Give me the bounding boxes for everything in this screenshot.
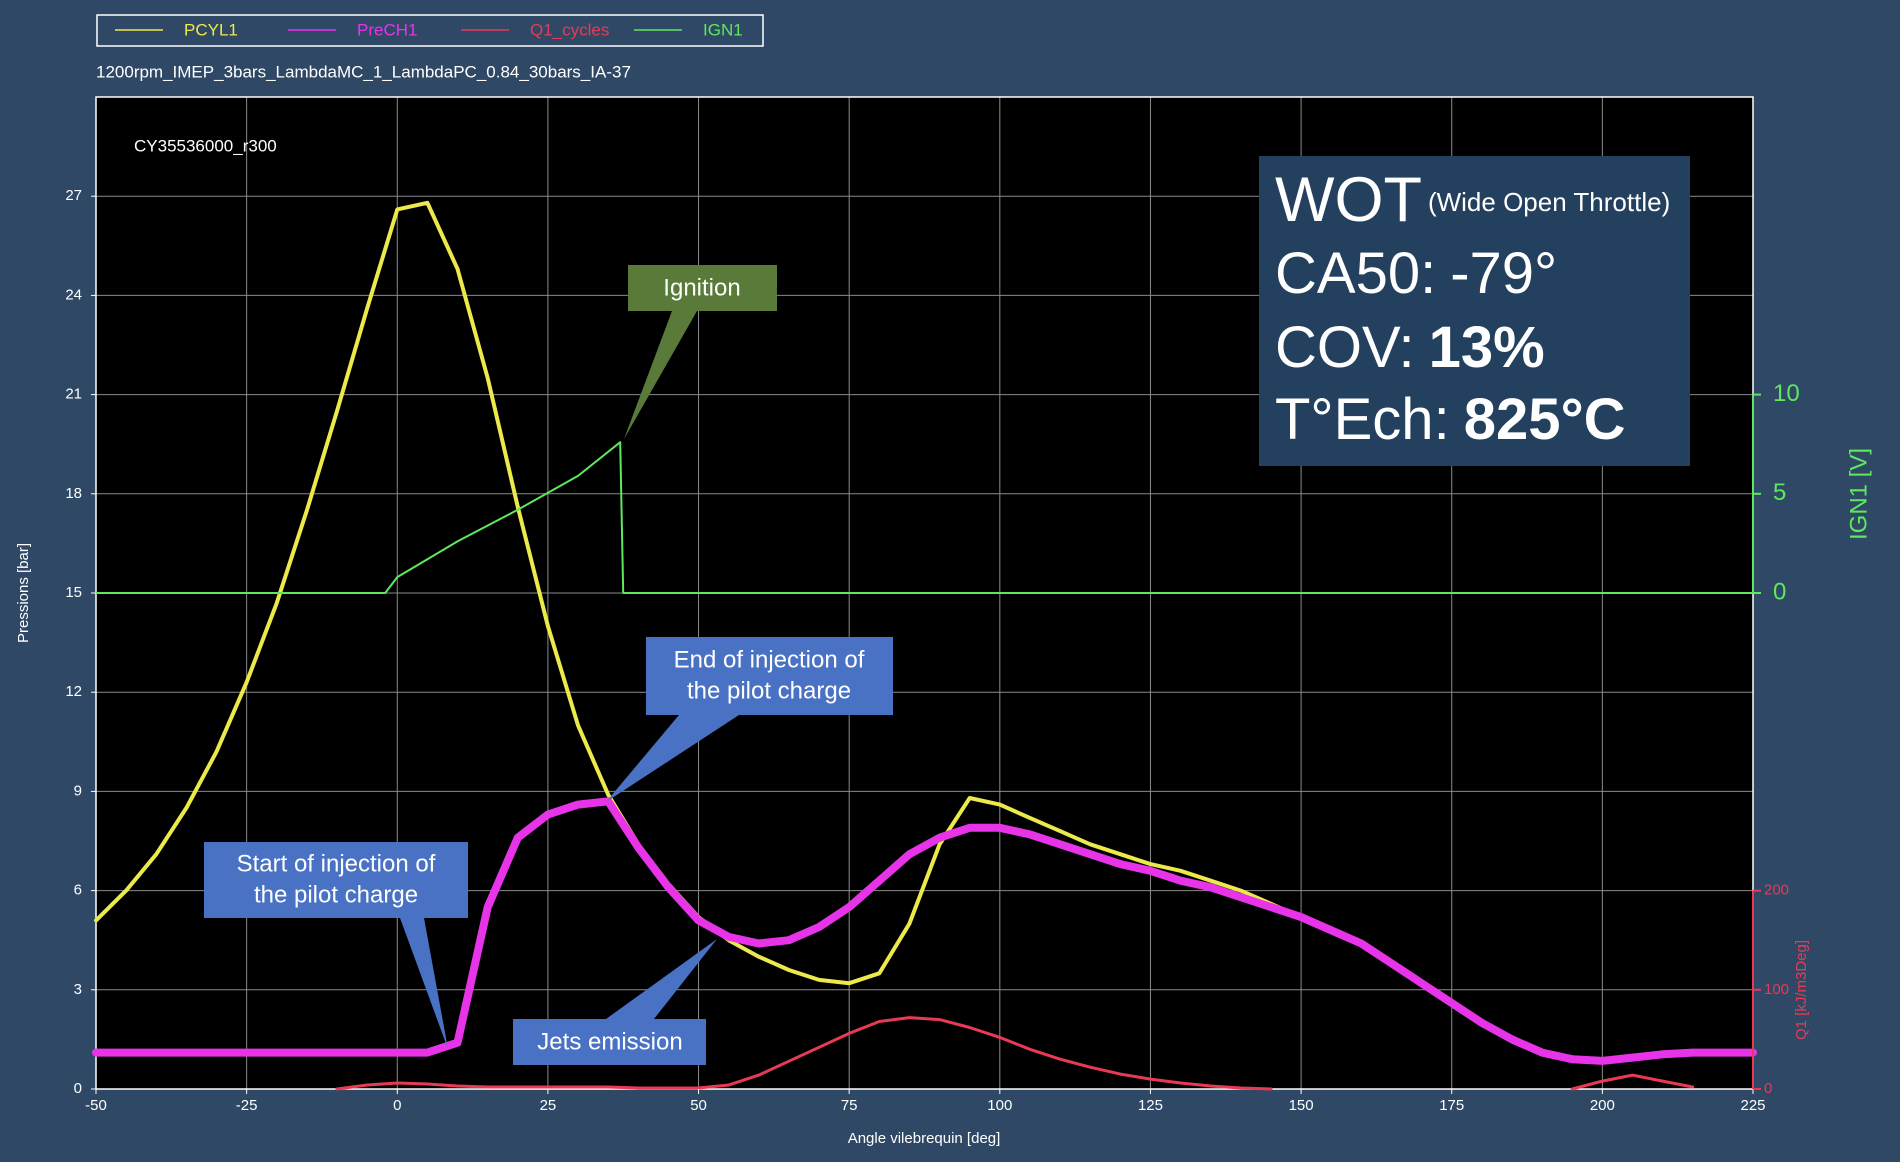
callout-shape bbox=[513, 939, 717, 1065]
y2-axis-label: IGN1 [V] bbox=[1845, 448, 1872, 540]
x-tick-label: 125 bbox=[1138, 1097, 1163, 1114]
x-tick-label: 200 bbox=[1590, 1097, 1615, 1114]
x-tick-label: -50 bbox=[85, 1097, 107, 1114]
subtitle: 1200rpm_IMEP_3bars_LambdaMC_1_LambdaPC_0… bbox=[96, 62, 631, 81]
info-cov: COV: 13% bbox=[1275, 315, 1545, 380]
series-lines bbox=[92, 200, 1757, 1091]
legend-label: Q1_cycles bbox=[530, 20, 609, 39]
callout-jets: Jets emission bbox=[513, 939, 717, 1065]
y-tick-label: 0 bbox=[74, 1080, 82, 1097]
callout-start-injection: Start of injection of the pilot charge bbox=[204, 842, 468, 1049]
info-ca50: CA50: -79° bbox=[1275, 241, 1557, 306]
callout-text: Ignition bbox=[663, 274, 740, 301]
y-tick-label: 15 bbox=[65, 584, 82, 601]
info-wot: WOT (Wide Open Throttle) bbox=[1275, 165, 1670, 235]
x-tick-label: 50 bbox=[690, 1097, 707, 1114]
y-tick-label: 24 bbox=[65, 286, 82, 303]
y-tick-label: 3 bbox=[74, 981, 82, 998]
callout-text: the pilot charge bbox=[254, 881, 418, 908]
y2-tick-label: 5 bbox=[1773, 479, 1786, 506]
callout-text: End of injection of bbox=[674, 646, 865, 673]
x-tick-label: 150 bbox=[1289, 1097, 1314, 1114]
ca50-label: CA50: bbox=[1275, 241, 1436, 306]
y3-tick-label: 200 bbox=[1764, 882, 1789, 899]
x-tick-label: 25 bbox=[540, 1097, 557, 1114]
y-tick-label: 27 bbox=[65, 187, 82, 204]
y-axis-label: Pressions [bar] bbox=[15, 543, 32, 643]
y-tick-label: 6 bbox=[74, 882, 82, 899]
tech-value: 825°C bbox=[1464, 387, 1626, 452]
y-tick-label: 18 bbox=[65, 485, 82, 502]
y2-tick-label: 0 bbox=[1773, 578, 1786, 605]
callout-text: Jets emission bbox=[537, 1028, 682, 1055]
legend-label: PreCH1 bbox=[357, 20, 417, 39]
callout-end-injection: End of injection of the pilot charge bbox=[606, 637, 893, 802]
info-tech: T°Ech: 825°C bbox=[1275, 387, 1626, 452]
callout-text: the pilot charge bbox=[687, 677, 851, 704]
x-tick-label: 225 bbox=[1740, 1097, 1765, 1114]
legend-label: IGN1 bbox=[703, 20, 743, 39]
callout-ignition: Ignition bbox=[624, 265, 777, 439]
y-tick-label: 21 bbox=[65, 386, 82, 403]
y3-axis-label: Q1 [kJ/m3Deg] bbox=[1793, 940, 1810, 1040]
info-box: WOT (Wide Open Throttle) CA50: -79° COV: 13… bbox=[1259, 156, 1690, 466]
cycle-label: CY35536000_r300 bbox=[134, 136, 277, 155]
legend: PCYL1 PreCH1 Q1_cycles IGN1 bbox=[115, 20, 743, 39]
x-tick-label: 0 bbox=[393, 1097, 401, 1114]
x-tick-label: 175 bbox=[1439, 1097, 1464, 1114]
cov-value: 13% bbox=[1429, 315, 1545, 380]
wot-note: (Wide Open Throttle) bbox=[1428, 187, 1670, 217]
callout-shape bbox=[606, 637, 893, 802]
x-tick-label: 100 bbox=[987, 1097, 1012, 1114]
y2-tick-label: 10 bbox=[1773, 380, 1800, 407]
y-tick-label: 9 bbox=[74, 782, 82, 799]
y3-tick-label: 0 bbox=[1764, 1080, 1772, 1097]
series-line bbox=[335, 1016, 1695, 1091]
info-box-bg bbox=[1259, 156, 1690, 466]
x-tick-label: 75 bbox=[841, 1097, 858, 1114]
callout-shape bbox=[624, 265, 777, 439]
wot: WOT bbox=[1275, 165, 1422, 235]
legend-box bbox=[96, 14, 764, 47]
x-axis-label: Angle vilebrequin [deg] bbox=[848, 1130, 1001, 1147]
y3-tick-label: 100 bbox=[1764, 981, 1789, 998]
x-tick-label: -25 bbox=[236, 1097, 258, 1114]
tech-label: T°Ech: bbox=[1275, 387, 1450, 452]
cov-label: COV: bbox=[1275, 315, 1415, 380]
y-tick-label: 12 bbox=[65, 683, 82, 700]
callout-shape bbox=[204, 842, 468, 1049]
ca50-value: -79° bbox=[1450, 241, 1557, 306]
series-line bbox=[95, 441, 1754, 594]
callout-text: Start of injection of bbox=[237, 850, 436, 877]
series-line bbox=[92, 797, 1757, 1065]
legend-label: PCYL1 bbox=[184, 20, 238, 39]
